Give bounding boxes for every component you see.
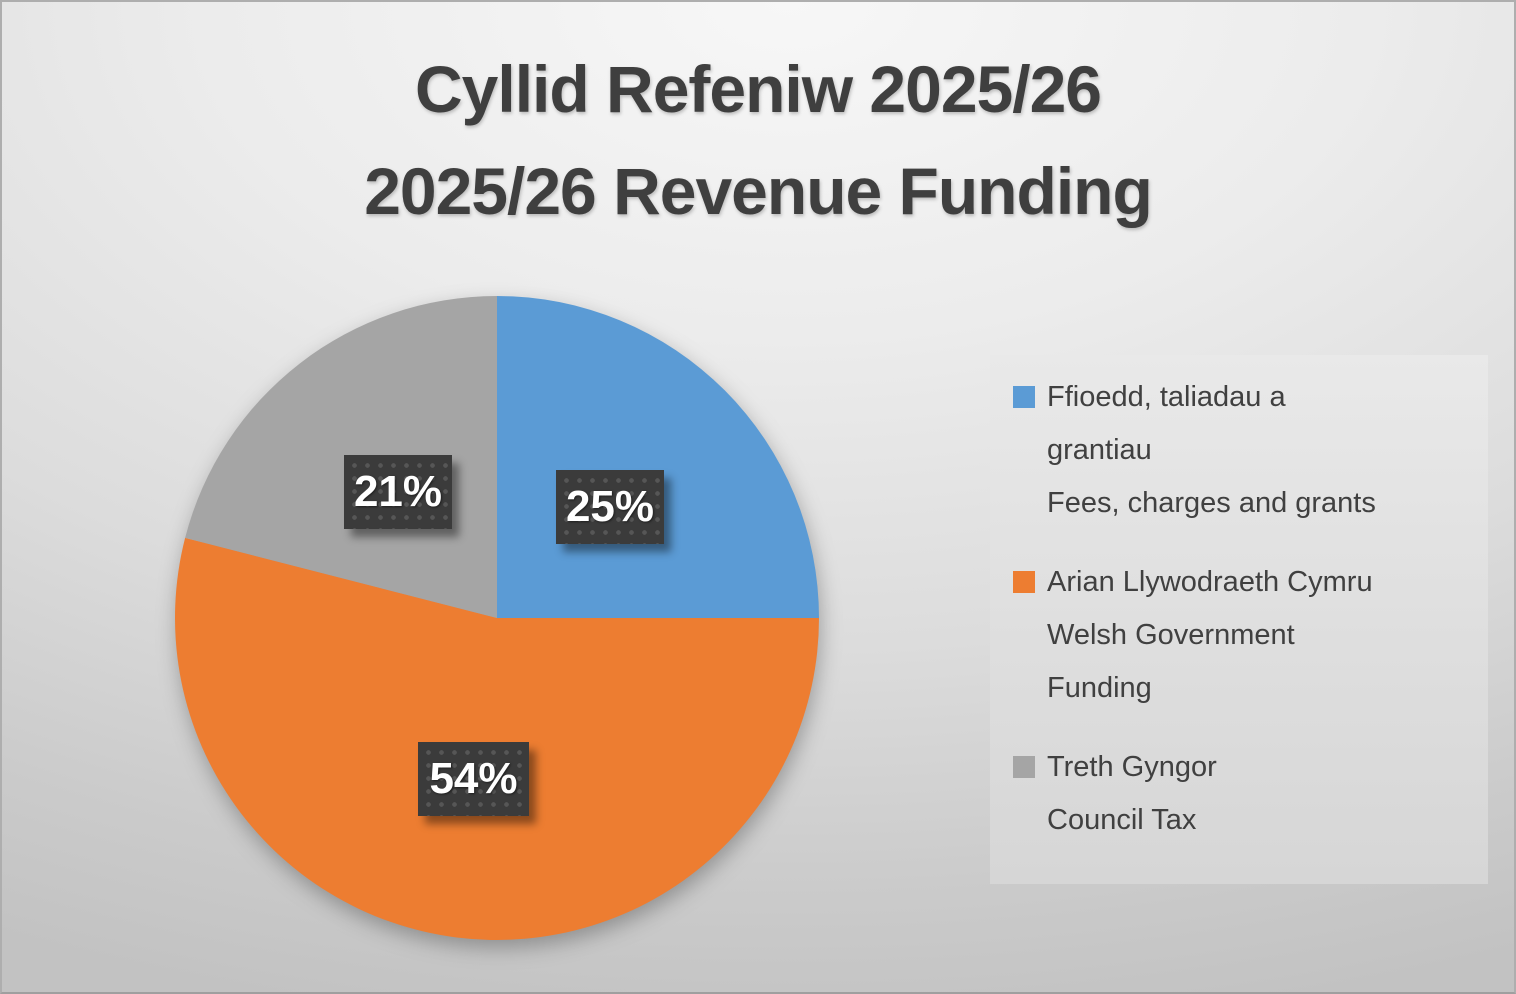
chart-title-welsh: Cyllid Refeniw 2025/26 [415,52,1102,126]
legend-item-welsh-government[interactable]: Arian Llywodraeth Cymru Welsh Government… [1013,556,1478,715]
data-label-welsh-government[interactable]: 54% [418,742,529,816]
chart-legend[interactable]: Ffioedd, taliadau a grantiau Fees, charg… [990,355,1488,884]
pie-slice-fees-charges-and-grants[interactable] [497,296,819,618]
legend-item-council-tax[interactable]: Treth Gyngor Council Tax [1013,741,1478,847]
legend-line: Treth Gyngor [1047,751,1217,783]
legend-line: grantiau [1047,434,1152,466]
legend-swatch-orange[interactable] [1013,571,1035,593]
legend-line: Arian Llywodraeth Cymru [1047,566,1373,598]
data-label-council-tax[interactable]: 21% [344,455,452,529]
legend-label-fees-charges-grants: Ffioedd, taliadau a grantiau Fees, charg… [1047,371,1376,530]
legend-line: Welsh Government [1047,619,1295,651]
legend-swatch-blue[interactable] [1013,386,1035,408]
chart-title: Cyllid Refeniw 2025/26 2025/26 Revenue F… [2,38,1514,242]
legend-line: Council Tax [1047,804,1197,836]
legend-line: Ffioedd, taliadau a [1047,381,1286,413]
legend-label-council-tax: Treth Gyngor Council Tax [1047,741,1217,847]
legend-line: Funding [1047,672,1152,704]
pie-chart[interactable] [175,296,819,940]
legend-item-fees-charges-grants[interactable]: Ffioedd, taliadau a grantiau Fees, charg… [1013,371,1478,530]
data-label-fees-charges-grants[interactable]: 25% [556,470,664,544]
pie-slice-welsh-government-funding[interactable] [175,537,819,940]
legend-label-welsh-government: Arian Llywodraeth Cymru Welsh Government… [1047,556,1373,715]
legend-swatch-gray[interactable] [1013,756,1035,778]
pie-slice-council-tax[interactable] [185,296,498,618]
chart-title-english: 2025/26 Revenue Funding [364,154,1153,228]
legend-line: Fees, charges and grants [1047,487,1376,519]
